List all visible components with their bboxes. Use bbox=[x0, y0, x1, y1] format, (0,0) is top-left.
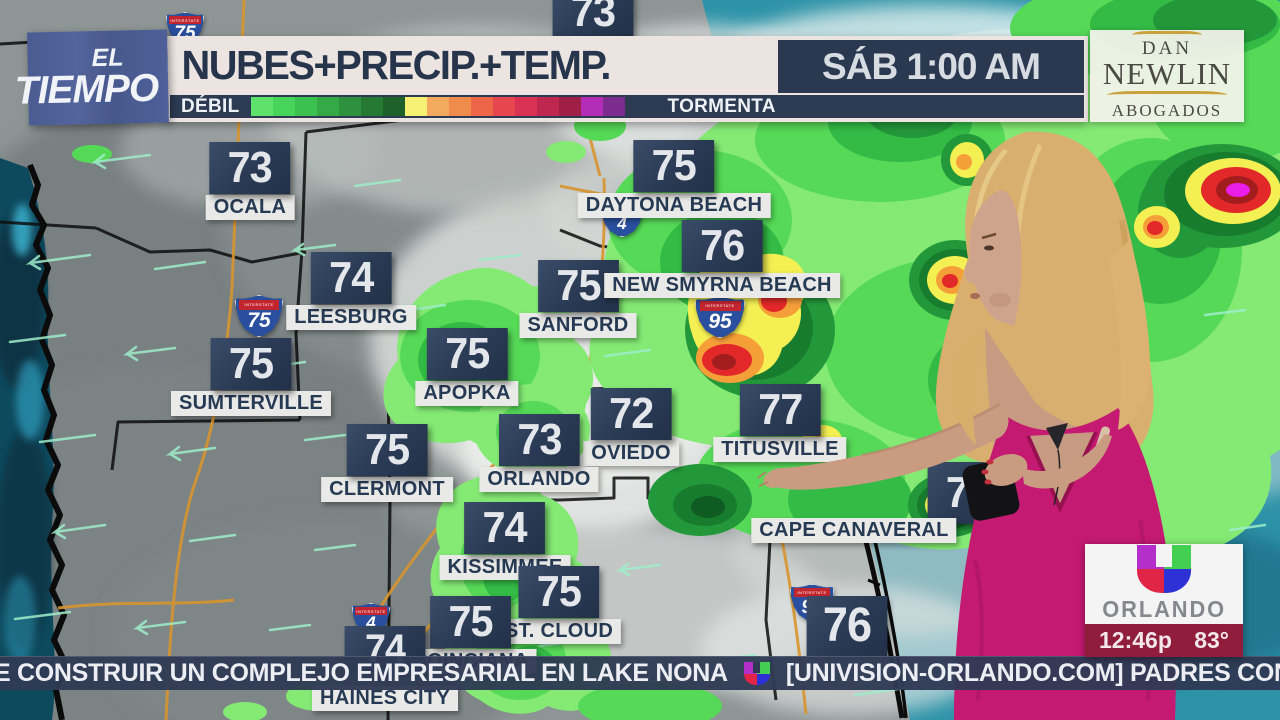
shield-band: INTERSTATE bbox=[699, 300, 741, 311]
city-name: NEW SMYRNA BEACH bbox=[604, 273, 840, 298]
temp-label-orlando: 73 ORLANDO bbox=[479, 414, 599, 492]
city-name: SANFORD bbox=[519, 313, 637, 338]
city-name: ST. CLOUD bbox=[496, 619, 622, 644]
legend-color-scale bbox=[250, 97, 625, 116]
ticker-text-right: [UNIVISION-ORLANDO.COM] PADRES CON HIJO bbox=[785, 659, 1280, 687]
city-name: APOPKA bbox=[415, 381, 519, 406]
ad-line2: NEWLIN bbox=[1102, 56, 1232, 91]
city-name: OCALA bbox=[205, 195, 295, 220]
temperature-value: 74 bbox=[310, 252, 392, 304]
ad-swoosh-bottom bbox=[1107, 91, 1227, 99]
ad-line3: ABOGADOS bbox=[1111, 101, 1223, 120]
ad-swoosh-top bbox=[1132, 31, 1202, 39]
temp-label-titusville: 77 TITUSVILLE bbox=[713, 384, 847, 462]
temp-label-cape-canaveral-value: 78 bbox=[925, 462, 1011, 524]
temp-label-north: 73 bbox=[550, 0, 636, 38]
station-name: ORLANDO bbox=[1102, 596, 1226, 622]
temperature-value: 75 bbox=[633, 140, 715, 192]
shield-band: INTERSTATE bbox=[355, 606, 387, 615]
city-name: LEESBURG bbox=[286, 305, 416, 330]
temp-label-daytona-beach: 75 DAYTONA BEACH bbox=[577, 140, 771, 218]
temperature-value: 73 bbox=[552, 0, 634, 38]
ad-line1: DAN bbox=[1141, 38, 1193, 59]
station-bug: ORLANDO 12:46p 83° bbox=[1085, 544, 1243, 657]
logo-line2: TIEMPO bbox=[14, 66, 159, 113]
city-name: CLERMONT bbox=[321, 477, 453, 502]
temperature-value: 75 bbox=[518, 566, 600, 618]
temperature-value: 76 bbox=[806, 596, 888, 656]
legend-weak-label: DÉBIL bbox=[181, 95, 240, 117]
shield-band: INTERSTATE bbox=[169, 15, 201, 24]
legend-storm-label: TORMENTA bbox=[667, 95, 776, 117]
ticker-text-left: E CONSTRUIR UN COMPLEJO EMPRESARIAL EN L… bbox=[0, 659, 728, 687]
city-name: CAPE CANAVERAL bbox=[751, 518, 957, 543]
temperature-value: 78 bbox=[927, 462, 1009, 524]
temp-label-melbourne-area: 76 bbox=[804, 596, 890, 656]
temp-label-st-cloud: 75 ST. CLOUD bbox=[496, 566, 622, 644]
temp-label-sanford: 75 SANFORD bbox=[519, 260, 637, 338]
temperature-value: 76 bbox=[681, 220, 763, 272]
shield-band: INTERSTATE bbox=[239, 299, 279, 310]
shield-band: INTERSTATE bbox=[793, 588, 831, 598]
interstate-75-shield: INTERSTATE 75 bbox=[235, 295, 283, 337]
temp-label-apopka: 75 APOPKA bbox=[415, 328, 519, 406]
current-time: 12:46p bbox=[1099, 627, 1172, 653]
temp-label-oviedo: 72 OVIEDO bbox=[583, 388, 679, 466]
city-name: TITUSVILLE bbox=[713, 437, 847, 462]
temp-label-sumterville: 75 SUMTERVILLE bbox=[170, 338, 332, 416]
forecast-title: NUBES+PRECIP.+TEMP. bbox=[181, 42, 612, 88]
temperature-value: 77 bbox=[739, 384, 821, 436]
temperature-value: 74 bbox=[464, 502, 546, 554]
el-tiempo-logo: EL TIEMPO bbox=[14, 29, 169, 126]
current-temp: 83° bbox=[1194, 627, 1229, 653]
forecast-timestamp: SÁB 1:00 AM bbox=[778, 40, 1084, 93]
interstate-95-shield: INTERSTATE 95 bbox=[695, 296, 745, 338]
temp-label-cape-canaveral-city: CAPE CANAVERAL bbox=[751, 517, 957, 543]
city-name: OVIEDO bbox=[583, 441, 679, 466]
temperature-value: 75 bbox=[426, 328, 508, 380]
temp-label-leesburg: 74 LEESBURG bbox=[286, 252, 416, 330]
temp-label-ocala: 73 OCALA bbox=[205, 142, 295, 220]
temperature-value: 75 bbox=[210, 338, 292, 390]
city-name: HAINES CITY bbox=[312, 686, 458, 711]
temperature-value: 72 bbox=[590, 388, 672, 440]
sponsor-ad: DAN NEWLIN ABOGADOS bbox=[1090, 30, 1244, 122]
temp-label-clermont: 75 CLERMONT bbox=[321, 424, 453, 502]
temp-label-new-smyrna-beach: 76 NEW SMYRNA BEACH bbox=[604, 220, 840, 298]
news-ticker: E CONSTRUIR UN COMPLEJO EMPRESARIAL EN L… bbox=[0, 656, 1280, 690]
temperature-value: 75 bbox=[430, 596, 512, 648]
header-panel: NUBES+PRECIP.+TEMP. SÁB 1:00 AM DÉBIL TO… bbox=[166, 36, 1088, 122]
univision-ticker-icon bbox=[743, 662, 770, 685]
city-name: SUMTERVILLE bbox=[170, 391, 332, 416]
city-name: ORLANDO bbox=[479, 467, 599, 492]
city-name: DAYTONA BEACH bbox=[577, 193, 771, 218]
temperature-value: 73 bbox=[209, 142, 291, 194]
univision-logo bbox=[1137, 545, 1191, 593]
intensity-legend: DÉBIL TORMENTA bbox=[170, 95, 1084, 118]
temperature-value: 75 bbox=[346, 424, 428, 476]
temperature-value: 73 bbox=[498, 414, 580, 466]
